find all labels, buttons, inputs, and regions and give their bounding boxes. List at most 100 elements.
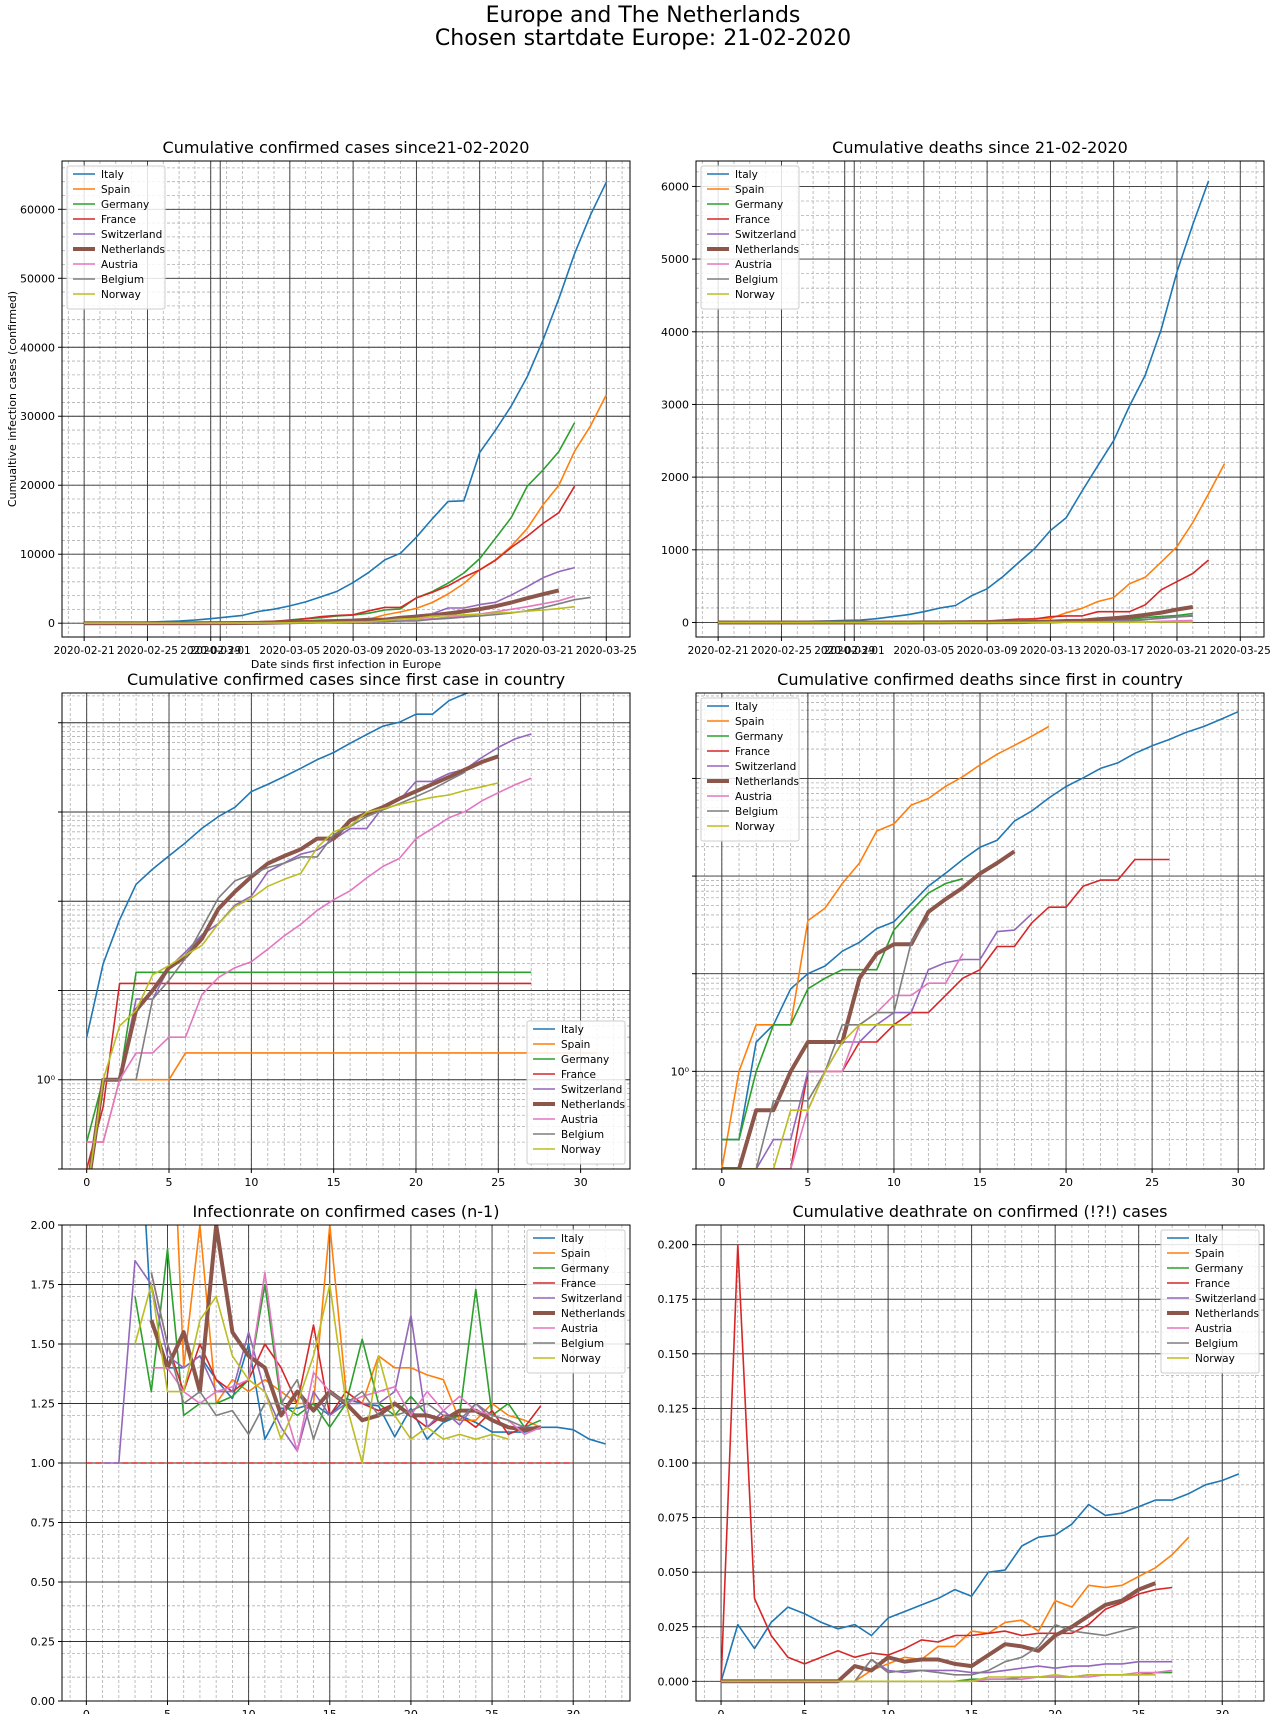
x-tick-label: 30 bbox=[1215, 1708, 1229, 1714]
x-tick-label: 2020-02-21 bbox=[54, 645, 115, 657]
legend-label-norway: Norway bbox=[1195, 1353, 1235, 1365]
y-tick-label: 1.00 bbox=[31, 1457, 56, 1470]
x-tick-label: 2020-02-25 bbox=[751, 645, 812, 657]
legend-label-spain: Spain bbox=[561, 1248, 590, 1260]
x-tick-label: 2020-03-05 bbox=[893, 645, 954, 657]
x-tick-label: 25 bbox=[485, 1708, 499, 1714]
series-line-norway bbox=[721, 1674, 1156, 1683]
x-tick-label: 30 bbox=[1231, 1176, 1245, 1189]
x-axis-label: Date sinds first infection in Europe bbox=[251, 658, 441, 671]
chart-title: Infectionrate on confirmed cases (n-1) bbox=[193, 1202, 500, 1221]
legend-label-switzerland: Switzerland bbox=[735, 229, 796, 241]
series-line-austria bbox=[721, 953, 964, 1169]
legend-label-germany: Germany bbox=[101, 199, 149, 211]
y-tick-label: 0.200 bbox=[658, 1239, 690, 1252]
series-group bbox=[85, 693, 598, 1169]
legend-label-belgium: Belgium bbox=[1195, 1338, 1238, 1350]
y-tick-label: 0.075 bbox=[658, 1512, 690, 1525]
plot-frame bbox=[61, 160, 631, 638]
legend-box bbox=[700, 697, 800, 842]
series-line-italy bbox=[85, 693, 470, 1038]
legend-label-norway: Norway bbox=[101, 289, 141, 301]
x-tick-label: 2020-02-25 bbox=[117, 645, 178, 657]
legend-label-italy: Italy bbox=[735, 701, 758, 713]
legend-label-italy: Italy bbox=[735, 169, 758, 181]
x-tick-label: 20 bbox=[404, 1708, 418, 1714]
y-tick-label: 50000 bbox=[20, 272, 55, 285]
x-tick-label: 15 bbox=[323, 1708, 337, 1714]
y-tick-label: 0 bbox=[682, 616, 689, 629]
legend-label-belgium: Belgium bbox=[101, 274, 144, 286]
series-line-germany bbox=[721, 877, 964, 1141]
legend-label-austria: Austria bbox=[561, 1323, 598, 1335]
legend-label-norway: Norway bbox=[561, 1353, 601, 1365]
legend-label-france: France bbox=[735, 746, 770, 758]
x-tick-label: 2020-03-17 bbox=[449, 645, 510, 657]
series-line-netherlands bbox=[721, 849, 1016, 1169]
x-tick-label: 2020-03-09 bbox=[323, 645, 384, 657]
legend-box bbox=[526, 1020, 626, 1165]
legend-label-belgium: Belgium bbox=[561, 1129, 604, 1141]
series-line-belgium bbox=[89, 771, 466, 1169]
y-tick-label: 1.50 bbox=[31, 1338, 56, 1351]
y-tick-label: 6000 bbox=[661, 180, 689, 193]
legend-label-austria: Austria bbox=[735, 791, 772, 803]
plot-frame bbox=[695, 692, 1265, 1170]
series-line-netherlands bbox=[88, 754, 499, 1169]
legend-label-germany: Germany bbox=[561, 1054, 609, 1066]
legend-label-switzerland: Switzerland bbox=[735, 761, 796, 773]
chart-title: Cumulative deathrate on confirmed (!?!) … bbox=[792, 1202, 1167, 1221]
y-tick-label: 1.25 bbox=[31, 1398, 56, 1411]
series-line-france bbox=[720, 1243, 1173, 1682]
series-line-norway bbox=[134, 1283, 509, 1464]
chart-title: Cumulative deaths since 21-02-2020 bbox=[832, 138, 1128, 157]
x-tick-label: 5 bbox=[801, 1708, 808, 1714]
y-tick-label: 0.050 bbox=[658, 1566, 690, 1579]
series-group bbox=[102, 1225, 606, 1464]
legend-label-switzerland: Switzerland bbox=[561, 1293, 622, 1305]
legend-label-netherlands: Netherlands bbox=[561, 1099, 625, 1111]
chart-panel-2: 2020-02-21 2020-02-25 2020-02-292020-03-01… bbox=[661, 138, 1271, 657]
x-tick-label: 0 bbox=[83, 1176, 90, 1189]
legend-label-austria: Austria bbox=[735, 259, 772, 271]
legend-label-france: France bbox=[101, 214, 136, 226]
legend-label-switzerland: Switzerland bbox=[1195, 1293, 1256, 1305]
legend-label-germany: Germany bbox=[735, 731, 783, 743]
x-tick-label: 2020-02-29 bbox=[814, 645, 875, 657]
y-tick-label: 4000 bbox=[661, 326, 689, 339]
y-tick-label: 0.50 bbox=[31, 1576, 56, 1589]
chart-panel-3: 0 5 10 15 20 25 30 10⁰ Cumulative confirmed case… bbox=[37, 670, 631, 1189]
x-tick-label: 0 bbox=[718, 1176, 725, 1189]
y-tick-label: 2.00 bbox=[31, 1219, 56, 1232]
y-tick-label: 5000 bbox=[661, 253, 689, 266]
x-tick-label: 15 bbox=[973, 1176, 987, 1189]
plot-frame bbox=[61, 1224, 631, 1702]
series-line-france bbox=[150, 1272, 542, 1436]
legend-label-norway: Norway bbox=[735, 821, 775, 833]
legend-label-italy: Italy bbox=[561, 1024, 584, 1036]
x-tick-label: 25 bbox=[1132, 1708, 1146, 1714]
y-tick-label: 1.75 bbox=[31, 1279, 56, 1292]
series-group bbox=[718, 180, 1226, 625]
series-line-spain bbox=[84, 394, 608, 624]
legend: Italy Spain Germany France Switzerland Nether… bbox=[526, 1020, 626, 1165]
y-tick-label: 40000 bbox=[20, 341, 55, 354]
legend-box bbox=[66, 165, 166, 310]
chart-panel-4: 0 5 10 15 20 25 30 10⁰ Cumulative confirmed deat… bbox=[671, 670, 1265, 1189]
y-tick-label: 0.125 bbox=[658, 1402, 690, 1415]
legend-box bbox=[700, 165, 800, 310]
chart-panel-6: 0 5 10 15 20 25 30 0.000 0.025 0.050 0.075 0.100 0.1… bbox=[658, 1202, 1265, 1714]
legend: Italy Spain Germany France Switzerland Nether… bbox=[526, 1229, 626, 1374]
plot-frame bbox=[695, 1224, 1265, 1702]
legend-label-spain: Spain bbox=[735, 184, 764, 196]
legend-label-france: France bbox=[561, 1069, 596, 1081]
x-tick-label: 2020-03-13 bbox=[1020, 645, 1081, 657]
series-group bbox=[84, 181, 608, 626]
x-tick-label: 2020-03-21 bbox=[512, 645, 573, 657]
legend: Italy Spain Germany France Switzerland Nether… bbox=[1160, 1229, 1260, 1374]
y-tick-label: 10⁰ bbox=[37, 1074, 56, 1087]
legend-label-france: France bbox=[735, 214, 770, 226]
legend-box bbox=[526, 1229, 626, 1374]
legend-label-austria: Austria bbox=[561, 1114, 598, 1126]
